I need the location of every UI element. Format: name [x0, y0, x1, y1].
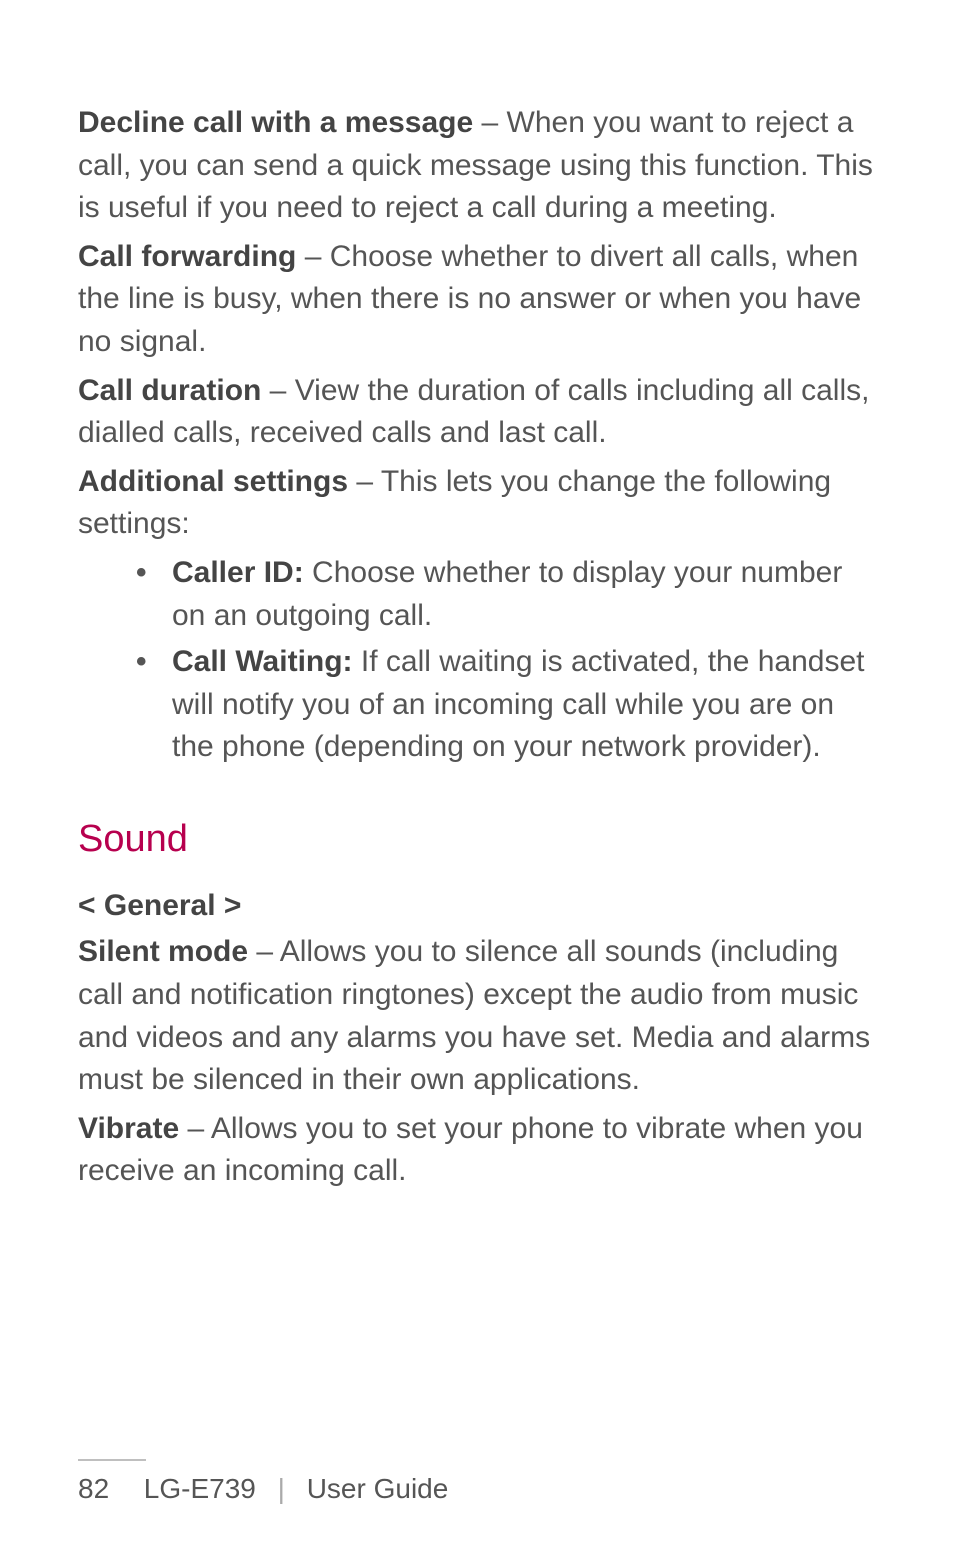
- paragraph-vibrate: Vibrate – Allows you to set your phone t…: [78, 1108, 876, 1193]
- page: Decline call with a message – When you w…: [0, 0, 954, 1557]
- footer-model: LG-E739: [144, 1473, 256, 1504]
- label-duration: Call duration: [78, 374, 261, 407]
- footer-doc-title: User Guide: [307, 1473, 449, 1504]
- text-vibrate: – Allows you to set your phone to vibrat…: [78, 1112, 863, 1188]
- bullet-label-caller-id: Caller ID:: [172, 556, 304, 589]
- label-silent: Silent mode: [78, 935, 248, 968]
- label-vibrate: Vibrate: [78, 1112, 179, 1145]
- label-forwarding: Call forwarding: [78, 240, 296, 273]
- paragraph-additional: Additional settings – This lets you chan…: [78, 461, 876, 546]
- label-additional: Additional settings: [78, 465, 348, 498]
- footer: 82 LG-E739 | User Guide: [0, 1459, 954, 1509]
- footer-divider: [78, 1459, 146, 1461]
- list-item: Caller ID: Choose whether to display you…: [136, 552, 876, 637]
- paragraph-duration: Call duration – View the duration of cal…: [78, 370, 876, 455]
- additional-settings-list: Caller ID: Choose whether to display you…: [78, 552, 876, 769]
- list-item: Call Waiting: If call waiting is activat…: [136, 641, 876, 769]
- paragraph-decline: Decline call with a message – When you w…: [78, 102, 876, 230]
- label-decline: Decline call with a message: [78, 106, 473, 139]
- paragraph-forwarding: Call forwarding – Choose whether to dive…: [78, 236, 876, 364]
- page-number: 82: [78, 1469, 136, 1509]
- paragraph-silent: Silent mode – Allows you to silence all …: [78, 931, 876, 1101]
- subhead-general: < General >: [78, 885, 876, 928]
- section-heading-sound: Sound: [78, 813, 876, 867]
- bullet-label-call-waiting: Call Waiting:: [172, 645, 353, 678]
- footer-separator: |: [278, 1469, 285, 1509]
- footer-text: 82 LG-E739 | User Guide: [78, 1469, 876, 1509]
